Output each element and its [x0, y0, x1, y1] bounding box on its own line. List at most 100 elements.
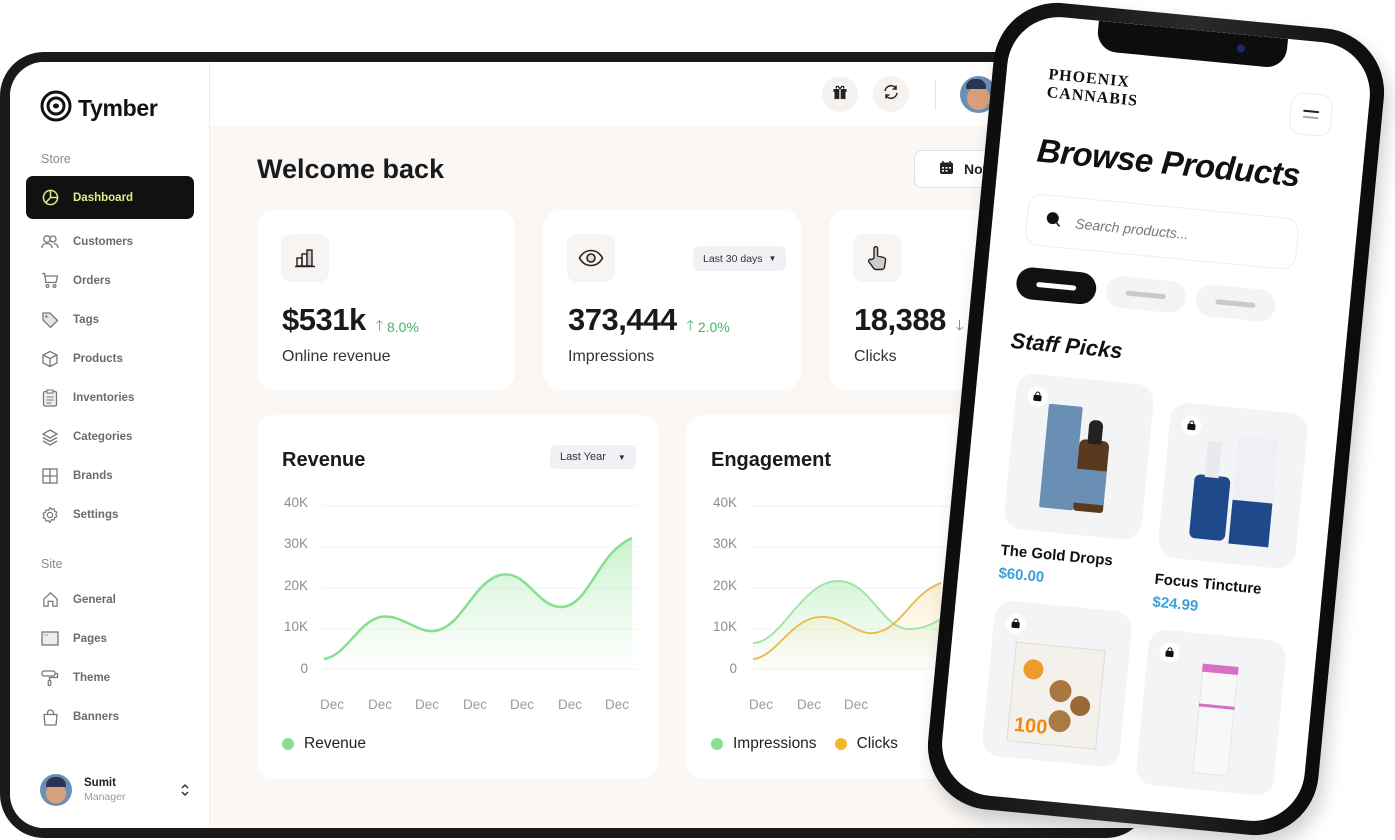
search-input[interactable] — [1074, 215, 1276, 251]
sidebar-item-tags[interactable]: Tags — [26, 298, 194, 341]
stat-value: 373,444 — [568, 302, 677, 337]
caret-down-icon: ▼ — [768, 254, 777, 263]
sidebar-item-theme[interactable]: Theme — [26, 656, 194, 699]
filter-chip-active[interactable] — [1014, 266, 1098, 306]
sidebar: Tymber Store Dashboard Customers Orders — [10, 62, 210, 828]
y-tick: 40K — [712, 495, 737, 510]
sidebar-item-inventories[interactable]: Inventories — [26, 376, 194, 419]
main-content: Su Ma Welcome back Nov 12 $531k 🡑8.0% On… — [210, 62, 1150, 828]
sidebar-item-label: Inventories — [73, 391, 135, 404]
chevron-up-down-icon[interactable] — [180, 782, 190, 801]
product-search[interactable] — [1024, 192, 1300, 271]
y-tick: 10K — [712, 619, 737, 634]
box-icon — [41, 350, 59, 368]
y-tick: 30K — [283, 536, 308, 551]
section-label-site: Site — [41, 557, 63, 571]
sidebar-item-label: Banners — [73, 710, 120, 723]
period-dropdown-label: Last 30 days — [703, 252, 763, 265]
revenue-area-chart — [322, 505, 637, 670]
product-bottle-art — [1188, 473, 1231, 542]
users-icon — [41, 233, 59, 251]
user-name: Sumit — [84, 777, 116, 789]
window-icon — [41, 630, 59, 648]
period-dropdown-label: Last Year — [560, 451, 606, 463]
chart-title: Revenue — [282, 449, 366, 471]
section-heading: Staff Picks — [1009, 327, 1124, 364]
stat-label: Clicks — [854, 348, 897, 365]
arrow-up-icon: 🡑 — [375, 317, 383, 333]
sidebar-item-pages[interactable]: Pages — [26, 617, 194, 660]
sidebar-item-general[interactable]: General — [26, 578, 194, 621]
sidebar-item-brands[interactable]: Brands — [26, 454, 194, 497]
sidebar-item-customers[interactable]: Customers — [26, 220, 194, 263]
engagement-area-chart — [751, 505, 1066, 670]
arrow-up-icon: 🡑 — [686, 317, 694, 333]
legend-dot-revenue — [282, 738, 294, 750]
x-tick: Dec — [749, 697, 774, 712]
brand-name: Tymber — [78, 95, 158, 121]
product-card[interactable]: Focus Tincture $24.99 — [1152, 401, 1310, 623]
sidebar-item-label: Orders — [73, 274, 111, 287]
refresh-button[interactable] — [873, 76, 909, 112]
sidebar-item-products[interactable]: Products — [26, 337, 194, 380]
avatar — [40, 774, 72, 806]
shopping-bag-icon[interactable] — [1158, 641, 1181, 664]
x-tick: Dec — [463, 697, 488, 712]
revenue-chart-card: Revenue Last Year ▼ 40K 30K 20K 10K 0 — [257, 415, 659, 779]
paint-roller-icon — [41, 669, 59, 687]
sidebar-item-label: General — [73, 593, 116, 606]
sidebar-item-label: Dashboard — [73, 191, 134, 204]
filter-chip[interactable] — [1194, 283, 1277, 323]
refresh-icon — [882, 84, 900, 105]
stat-card-revenue: $531k 🡑 8.0% Online revenue — [257, 210, 515, 390]
tag-icon — [41, 311, 59, 329]
shopping-bag-icon[interactable] — [1026, 385, 1049, 408]
filter-chip[interactable] — [1104, 274, 1188, 315]
bar-chart-icon — [281, 234, 329, 282]
y-tick: 30K — [712, 536, 737, 551]
shopping-bag-icon[interactable] — [1004, 612, 1027, 635]
product-card[interactable]: The Gold Drops $60.00 — [998, 372, 1156, 595]
legend-dot-impressions — [711, 738, 723, 750]
revenue-period-dropdown[interactable]: Last Year ▼ — [550, 445, 636, 469]
store-brand[interactable]: PHOENIX CANNABIS — [1046, 66, 1141, 111]
sidebar-item-settings[interactable]: Settings — [26, 493, 194, 536]
y-tick: 0 — [729, 661, 737, 676]
gift-button[interactable] — [822, 76, 858, 112]
sidebar-user-switcher[interactable]: Sumit Manager — [40, 774, 189, 806]
menu-button[interactable] — [1287, 91, 1334, 138]
product-image — [1156, 401, 1310, 570]
legend-label: Impressions — [733, 735, 817, 752]
chart-legend: Impressions Clicks — [711, 735, 898, 753]
sidebar-item-banners[interactable]: Banners — [26, 695, 194, 738]
stat-label: Impressions — [568, 348, 655, 365]
sidebar-item-label: Products — [73, 352, 123, 365]
x-tick: Dec — [797, 697, 822, 712]
y-tick: 20K — [283, 578, 308, 593]
y-tick: 20K — [712, 578, 737, 593]
sidebar-item-orders[interactable]: Orders — [26, 259, 194, 302]
home-icon — [41, 591, 59, 609]
sidebar-item-label: Categories — [73, 430, 133, 443]
product-card[interactable] — [1134, 628, 1288, 797]
product-image: 100 — [981, 599, 1134, 769]
brand-logo[interactable]: Tymber — [40, 90, 158, 127]
phone-screen: PHOENIX CANNABIS Browse Products Staff P… — [937, 12, 1375, 826]
period-dropdown[interactable]: Last 30 days ▼ — [693, 246, 787, 271]
eye-icon — [567, 234, 615, 282]
arrow-down-icon: 🡓 — [955, 317, 964, 333]
product-card[interactable]: 100 — [981, 599, 1134, 769]
sidebar-item-dashboard[interactable]: Dashboard — [26, 176, 194, 219]
page-title: Browse Products — [1035, 131, 1302, 194]
sidebar-item-categories[interactable]: Categories — [26, 415, 194, 458]
shopping-bag-icon[interactable] — [1180, 414, 1203, 437]
pointer-hand-icon — [853, 234, 901, 282]
stat-delta: 🡑 2.0% — [687, 315, 730, 339]
layers-icon — [41, 428, 59, 446]
product-image — [1134, 628, 1288, 797]
legend-dot-clicks — [834, 738, 847, 750]
camera-icon — [1236, 44, 1246, 53]
tymber-logo-icon — [40, 90, 72, 127]
x-tick: Dec — [368, 697, 393, 712]
